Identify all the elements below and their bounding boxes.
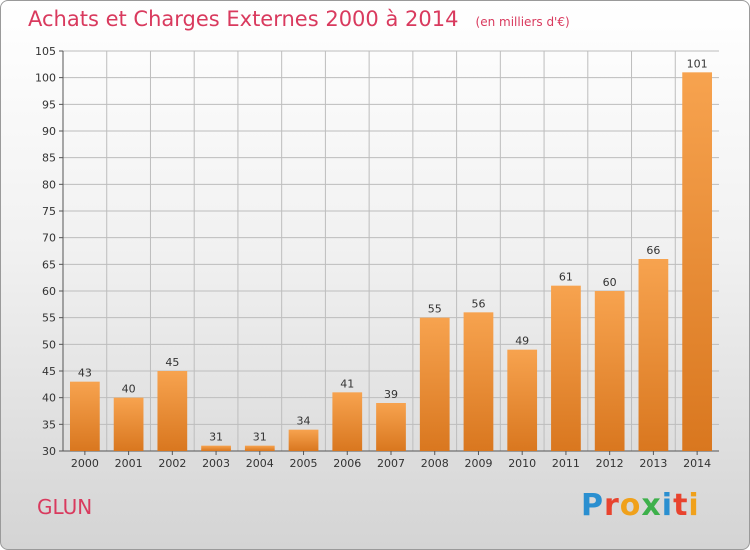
title-row: Achats et Charges Externes 2000 à 2014 (… xyxy=(28,7,570,31)
bar-2012 xyxy=(594,291,625,451)
bar-2009 xyxy=(463,312,494,451)
logo-letter: r xyxy=(604,488,620,523)
data-label-2012: 60 xyxy=(603,276,617,289)
bar-2008 xyxy=(419,317,450,451)
bar-2014 xyxy=(682,72,713,451)
bars xyxy=(69,72,713,451)
data-label-2009: 56 xyxy=(471,297,485,310)
bar-2007 xyxy=(376,403,406,451)
y-tick-label: 90 xyxy=(42,125,56,138)
bar-2001 xyxy=(113,397,144,451)
bar-2004 xyxy=(244,445,275,451)
x-tick-label-2006: 2006 xyxy=(333,457,361,470)
y-tick-label: 60 xyxy=(42,285,56,298)
x-tick-label-2012: 2012 xyxy=(596,457,624,470)
y-tick-label: 40 xyxy=(42,392,56,405)
data-label-2008: 55 xyxy=(428,303,442,316)
x-tick-label-2008: 2008 xyxy=(421,457,449,470)
commune-name: GLUN xyxy=(37,495,93,519)
bar-2011 xyxy=(551,285,581,451)
data-label-2013: 66 xyxy=(646,244,660,257)
data-label-2000: 43 xyxy=(78,367,92,380)
x-tick-label-2005: 2005 xyxy=(290,457,318,470)
chart-subtitle: (en milliers d'€) xyxy=(475,15,570,29)
y-tick-label: 105 xyxy=(35,45,56,58)
x-tick-label-2010: 2010 xyxy=(508,457,536,470)
x-tick-label-2011: 2011 xyxy=(552,457,580,470)
logo-letter: t xyxy=(673,488,689,523)
data-label-2005: 34 xyxy=(297,415,311,428)
data-label-2007: 39 xyxy=(384,388,398,401)
y-tick-label: 100 xyxy=(35,72,56,85)
y-tick-label: 80 xyxy=(42,178,56,191)
x-tick-label-2014: 2014 xyxy=(683,457,711,470)
logo-letter: i xyxy=(688,488,700,523)
data-label-2011: 61 xyxy=(559,271,573,284)
data-label-2001: 40 xyxy=(122,383,136,396)
y-tick-label: 70 xyxy=(42,232,56,245)
y-tick-label: 95 xyxy=(42,98,56,111)
x-tick-label-2002: 2002 xyxy=(158,457,186,470)
x-tick-label-2001: 2001 xyxy=(115,457,143,470)
x-tick-label-2004: 2004 xyxy=(246,457,274,470)
bar-2000 xyxy=(69,381,100,451)
data-label-2004: 31 xyxy=(253,431,267,444)
x-tick-label-2003: 2003 xyxy=(202,457,230,470)
logo-letter: x xyxy=(641,488,662,523)
y-tick-label: 75 xyxy=(42,205,56,218)
y-tick-label: 85 xyxy=(42,152,56,165)
data-label-2010: 49 xyxy=(515,335,529,348)
bar-2005 xyxy=(288,429,319,451)
y-tick-label: 30 xyxy=(42,445,56,458)
y-tick-label: 55 xyxy=(42,312,56,325)
logo-letter: i xyxy=(661,488,674,523)
logo-letter: o xyxy=(619,488,642,523)
x-tick-label-2000: 2000 xyxy=(71,457,99,470)
logo-letter: P xyxy=(581,488,604,523)
x-tick-label-2013: 2013 xyxy=(639,457,667,470)
y-tick-label: 50 xyxy=(42,338,56,351)
y-tick-label: 65 xyxy=(42,258,56,271)
bar-2003 xyxy=(201,445,231,451)
bar-2010 xyxy=(507,349,538,451)
data-label-2002: 45 xyxy=(165,356,179,369)
proxiti-logo: Proxiti xyxy=(581,488,700,523)
bar-2006 xyxy=(332,392,363,451)
y-tick-label: 45 xyxy=(42,365,56,378)
x-tick-label-2007: 2007 xyxy=(377,457,405,470)
data-label-2014: 101 xyxy=(687,57,708,70)
bar-2013 xyxy=(638,259,669,451)
data-label-2006: 41 xyxy=(340,377,354,390)
x-tick-label-2009: 2009 xyxy=(464,457,492,470)
labels: 30 35 40 45 50 55 60 65 70 75 80 85 90 95 100 105 43 2000… xyxy=(35,45,711,470)
data-label-2003: 31 xyxy=(209,431,223,444)
bar-2002 xyxy=(157,371,188,451)
chart-title: Achats et Charges Externes 2000 à 2014 xyxy=(28,7,459,31)
y-tick-label: 35 xyxy=(42,418,56,431)
